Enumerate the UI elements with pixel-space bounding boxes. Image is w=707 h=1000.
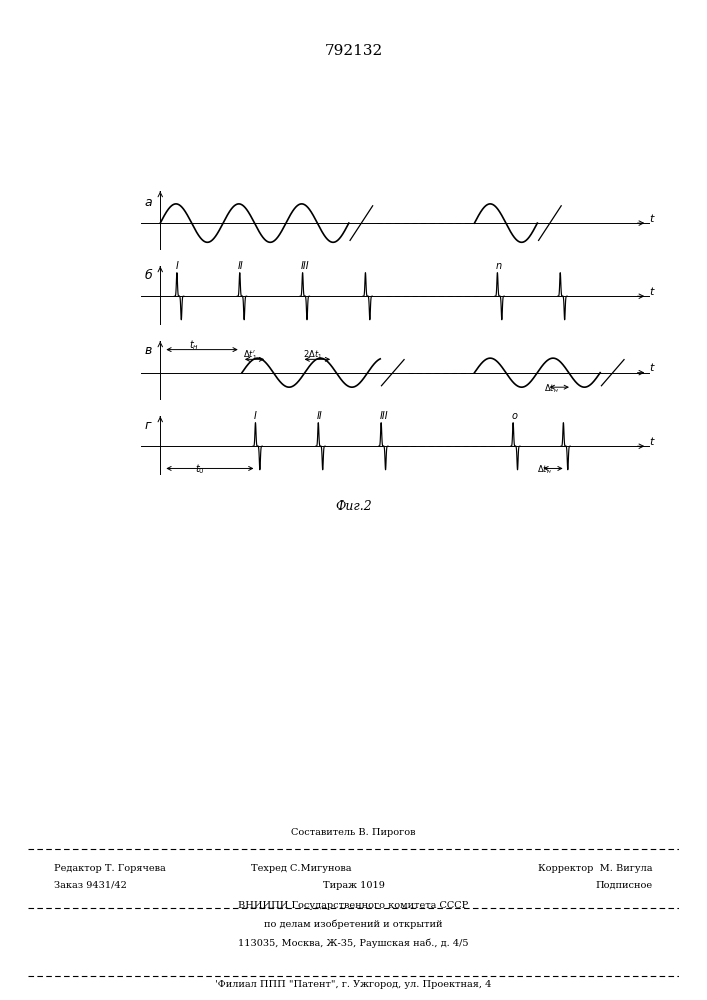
Text: Фиг.2: Фиг.2 [335, 500, 372, 513]
Text: t: t [649, 214, 653, 224]
Text: $\Delta t_1'$: $\Delta t_1'$ [243, 348, 257, 362]
Text: I: I [175, 261, 178, 271]
Text: $2\Delta t_1$: $2\Delta t_1$ [303, 348, 322, 361]
Text: 792132: 792132 [325, 44, 382, 58]
Text: г: г [144, 419, 151, 432]
Text: t: t [649, 287, 653, 297]
Text: $\Delta t_н$: $\Delta t_н$ [544, 383, 559, 395]
Text: II: II [238, 261, 244, 271]
Text: ВНИИПИ Государственного комитета СССР: ВНИИПИ Государственного комитета СССР [238, 901, 469, 910]
Text: б: б [144, 269, 152, 282]
Text: Подписное: Подписное [595, 881, 653, 890]
Text: III: III [301, 261, 310, 271]
Text: III: III [380, 411, 388, 421]
Text: Составитель В. Пирогов: Составитель В. Пирогов [291, 828, 416, 837]
Text: II: II [317, 411, 322, 421]
Text: а: а [144, 196, 152, 209]
Text: $\Delta t_н$: $\Delta t_н$ [537, 463, 552, 476]
Text: n: n [496, 261, 502, 271]
Text: t: t [649, 437, 653, 447]
Text: $t_н$: $t_н$ [189, 338, 199, 352]
Text: Заказ 9431/42: Заказ 9431/42 [54, 881, 127, 890]
Text: 'Филиал ППП "Патент", г. Ужгород, ул. Проектная, 4: 'Филиал ППП "Патент", г. Ужгород, ул. Пр… [216, 980, 491, 989]
Text: Редактор Т. Горячева: Редактор Т. Горячева [54, 864, 166, 873]
Text: o: o [512, 411, 518, 421]
Text: t: t [649, 363, 653, 373]
Text: 113035, Москва, Ж-35, Раушская наб., д. 4/5: 113035, Москва, Ж-35, Раушская наб., д. … [238, 938, 469, 948]
Text: по делам изобретений и открытий: по делам изобретений и открытий [264, 920, 443, 929]
Text: $t_0$: $t_0$ [195, 462, 204, 476]
Text: I: I [254, 411, 257, 421]
Text: в: в [144, 344, 152, 357]
Text: Техред С.Мигунова: Техред С.Мигунова [251, 864, 351, 873]
Text: Корректор  М. Вигула: Корректор М. Вигула [538, 864, 653, 873]
Text: Тираж 1019: Тираж 1019 [322, 881, 385, 890]
